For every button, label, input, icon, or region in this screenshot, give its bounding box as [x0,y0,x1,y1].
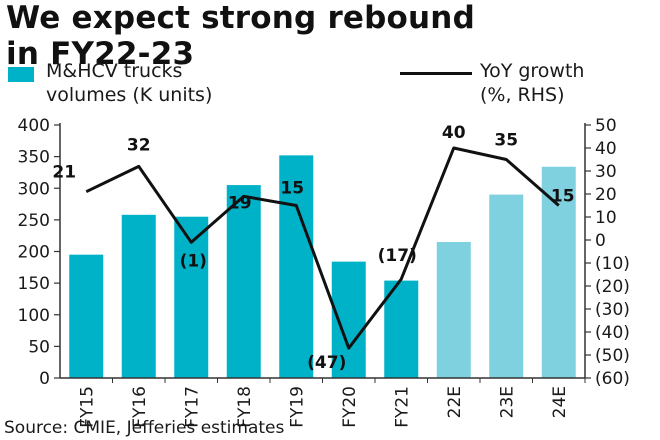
left-tick-label: 350 [18,148,50,168]
legend-line-label: YoY growth (%, RHS) [480,59,584,107]
bar-fy18 [226,185,261,378]
category-label: FY18 [235,386,255,428]
legend-line-label-line1: YoY growth [480,60,585,82]
right-tick-label: (30) [595,300,630,320]
growth-data-label: 15 [280,179,304,199]
category-label: FY16 [130,386,150,428]
right-tick-label: 30 [595,162,617,182]
bar-fy16 [121,214,156,378]
growth-data-label: 21 [52,163,76,183]
left-ticks-group: 400 350 300 250 200 150 100 50 0 [18,116,60,389]
growth-data-label: 35 [494,131,518,151]
left-tick-label: 300 [18,179,50,199]
chart-title-line2: in FY22-23 [6,36,195,72]
source-note: Source: CMIE, Jefferies estimates [4,418,285,438]
left-tick-label: 200 [18,243,50,263]
right-tick-label: (20) [595,277,630,297]
bar-fy19 [279,155,314,378]
legend-bar-swatch [8,67,34,82]
growth-data-label: 40 [442,123,466,143]
category-label: 24E [550,386,570,418]
growth-data-label: 19 [228,193,252,213]
legend-bar-label-line2: volumes (K units) [46,84,213,106]
growth-data-label: (47) [307,353,346,373]
category-labels-group: FY15 FY16 FY17 FY18 FY19 FY20 FY21 22E 23E 24E [77,378,586,428]
right-tick-label: 40 [595,139,617,159]
legend-bar-label: M&HCV trucks volumes (K units) [46,59,212,107]
bars-group [69,155,576,378]
bar-fy21 [384,280,419,378]
growth-labels-group: 21 32 (1) 19 15 (47) (17) 40 35 15 [52,123,574,373]
left-tick-label: 150 [18,274,50,294]
growth-line-group [85,146,560,350]
right-tick-label: 0 [595,231,606,251]
left-tick-label: 400 [18,116,50,136]
category-label: 23E [497,386,517,418]
category-label: FY17 [182,386,202,428]
right-tick-label: (40) [595,323,630,343]
category-label: FY15 [77,386,97,428]
right-tick-label: (50) [595,346,630,366]
bar-24e [541,166,576,378]
right-tick-label: 50 [595,116,617,136]
left-tick-label: 0 [39,369,50,389]
chart-title-line1: We expect strong rebound [6,0,475,36]
left-tick-label: 100 [18,306,50,326]
chart-title: We expect strong rebound in FY22-23 [6,0,475,72]
bar-22e [436,242,471,378]
growth-data-label: 32 [127,135,151,155]
category-label: FY19 [287,386,307,428]
legend-line-label-line2: (%, RHS) [480,84,565,106]
left-tick-label: 250 [18,211,50,231]
right-tick-label: 10 [595,208,617,228]
bar-23e [489,194,524,378]
growth-data-label: (1) [180,251,207,271]
bar-fy15 [69,254,104,378]
growth-data-label: (17) [378,246,417,266]
growth-data-label: 15 [551,187,575,207]
right-tick-label: (60) [595,369,630,389]
legend-bar-label-line1: M&HCV trucks [46,60,183,82]
right-ticks-group: 50 40 30 20 10 0 (10) (20) (30) (40) (50) (60) [585,116,630,389]
right-tick-label: (10) [595,254,630,274]
growth-line [85,146,560,350]
category-label: FY21 [392,386,412,428]
right-tick-label: 20 [595,185,617,205]
category-label: FY20 [340,386,360,428]
left-tick-label: 50 [28,337,50,357]
legend-line-swatch [400,72,472,75]
category-label: 22E [445,386,465,418]
